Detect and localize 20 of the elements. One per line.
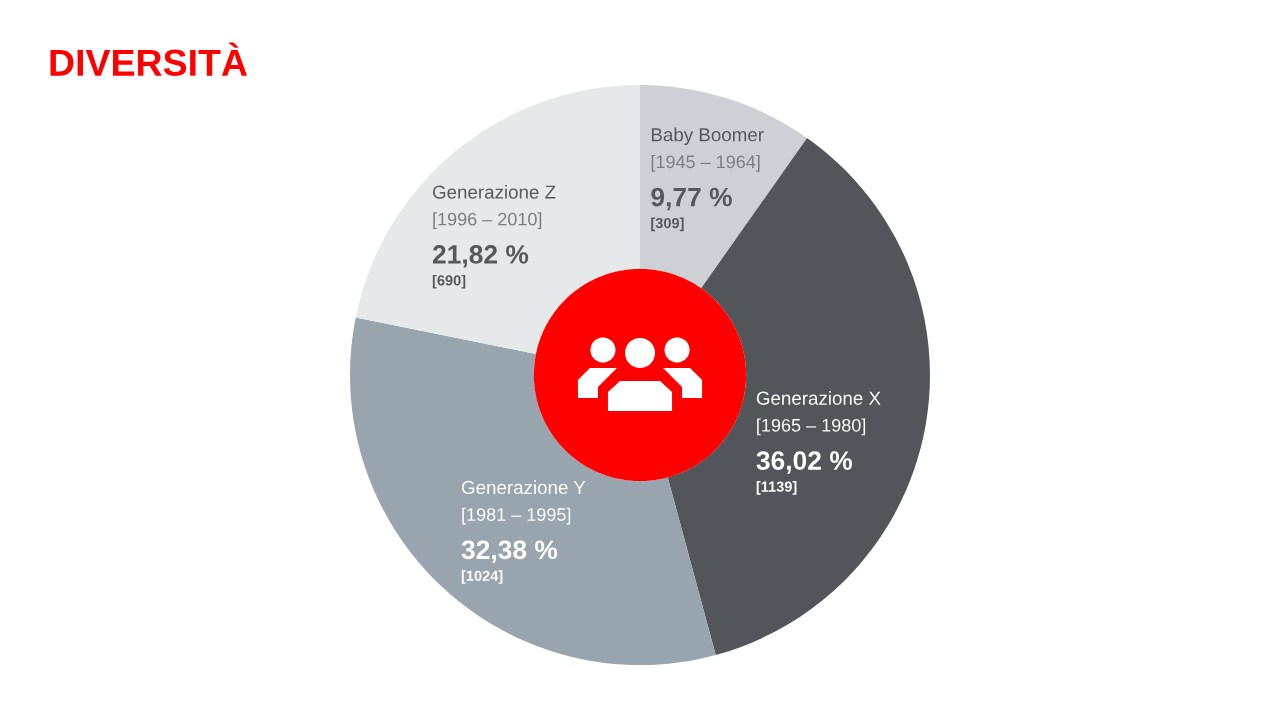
data-label: 32,38 % bbox=[461, 540, 558, 563]
donut-slice bbox=[640, 85, 808, 289]
slice-label: Baby Boomer bbox=[651, 127, 764, 146]
text: [690] bbox=[432, 274, 466, 289]
data-label: 9,77 % bbox=[651, 187, 732, 211]
text: [1945 – 1964] bbox=[651, 154, 760, 172]
slice-label: Generazione Z bbox=[432, 184, 556, 199]
chart-title: DIVERSITÀ bbox=[50, 42, 248, 77]
data-label: 36,02 % bbox=[756, 451, 853, 474]
slice-label: Generazione X bbox=[756, 391, 881, 405]
text: [1024] bbox=[461, 570, 503, 584]
text: [1996 – 2010] bbox=[433, 212, 542, 230]
text: [1965 – 1980] bbox=[757, 418, 866, 436]
donut-slice bbox=[355, 85, 640, 354]
text: [1139] bbox=[756, 481, 797, 495]
slice-label: Generazione Y bbox=[461, 480, 586, 495]
text: [1981 – 1995] bbox=[462, 507, 571, 525]
text: [309] bbox=[651, 217, 684, 232]
data-label: 21,82 % bbox=[432, 245, 529, 268]
donut-slice bbox=[350, 317, 716, 665]
